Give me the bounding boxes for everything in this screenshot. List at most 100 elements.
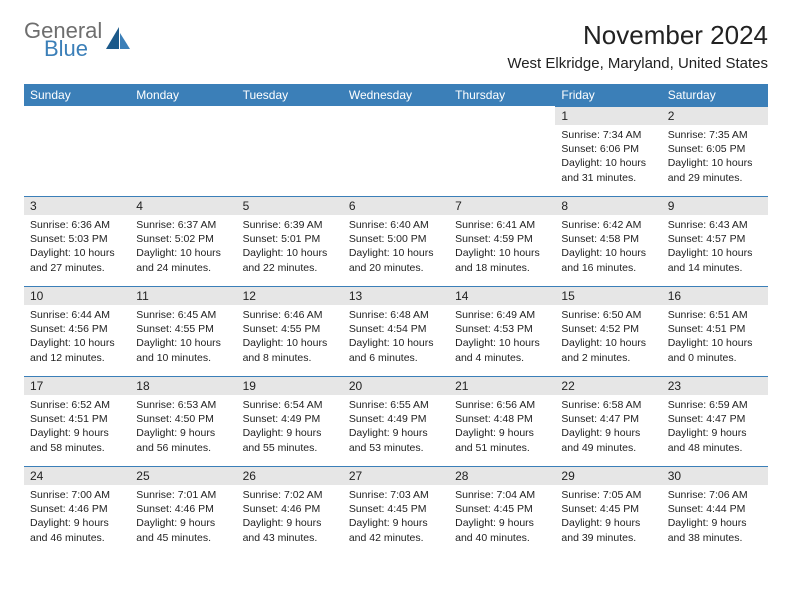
day-number: 27 xyxy=(343,466,449,485)
calendar-day-cell: 6Sunrise: 6:40 AMSunset: 5:00 PMDaylight… xyxy=(343,196,449,286)
calendar-head: SundayMondayTuesdayWednesdayThursdayFrid… xyxy=(24,84,768,106)
daylight-line: Daylight: 10 hours and 29 minutes. xyxy=(668,156,762,184)
sunrise-line: Sunrise: 6:49 AM xyxy=(455,308,549,322)
day-number: 26 xyxy=(237,466,343,485)
sunset-line: Sunset: 4:55 PM xyxy=(136,322,230,336)
sunrise-line: Sunrise: 7:03 AM xyxy=(349,488,443,502)
day-number: 2 xyxy=(662,106,768,125)
day-number: 3 xyxy=(24,196,130,215)
daylight-line: Daylight: 10 hours and 2 minutes. xyxy=(561,336,655,364)
daylight-line: Daylight: 9 hours and 53 minutes. xyxy=(349,426,443,454)
daylight-line: Daylight: 9 hours and 38 minutes. xyxy=(668,516,762,544)
calendar-day-cell: 13Sunrise: 6:48 AMSunset: 4:54 PMDayligh… xyxy=(343,286,449,376)
calendar-day-cell: 10Sunrise: 6:44 AMSunset: 4:56 PMDayligh… xyxy=(24,286,130,376)
calendar-day-cell: 24Sunrise: 7:00 AMSunset: 4:46 PMDayligh… xyxy=(24,466,130,556)
day-details: Sunrise: 6:45 AMSunset: 4:55 PMDaylight:… xyxy=(130,305,236,371)
daylight-line: Daylight: 9 hours and 39 minutes. xyxy=(561,516,655,544)
sunset-line: Sunset: 4:52 PM xyxy=(561,322,655,336)
sunset-line: Sunset: 4:44 PM xyxy=(668,502,762,516)
calendar-day-cell: 14Sunrise: 6:49 AMSunset: 4:53 PMDayligh… xyxy=(449,286,555,376)
day-number: 22 xyxy=(555,376,661,395)
day-number: 15 xyxy=(555,286,661,305)
sunrise-line: Sunrise: 6:53 AM xyxy=(136,398,230,412)
day-number: 23 xyxy=(662,376,768,395)
calendar-day-cell: 12Sunrise: 6:46 AMSunset: 4:55 PMDayligh… xyxy=(237,286,343,376)
calendar-day-cell: 2Sunrise: 7:35 AMSunset: 6:05 PMDaylight… xyxy=(662,106,768,196)
sunrise-line: Sunrise: 6:37 AM xyxy=(136,218,230,232)
day-details: Sunrise: 7:03 AMSunset: 4:45 PMDaylight:… xyxy=(343,485,449,551)
day-details: Sunrise: 6:55 AMSunset: 4:49 PMDaylight:… xyxy=(343,395,449,461)
sunset-line: Sunset: 4:47 PM xyxy=(668,412,762,426)
calendar-day-cell: 4Sunrise: 6:37 AMSunset: 5:02 PMDaylight… xyxy=(130,196,236,286)
sunrise-line: Sunrise: 7:04 AM xyxy=(455,488,549,502)
weekday-header: Friday xyxy=(555,84,661,106)
calendar-week-row: 10Sunrise: 6:44 AMSunset: 4:56 PMDayligh… xyxy=(24,286,768,376)
sunrise-line: Sunrise: 6:51 AM xyxy=(668,308,762,322)
month-title: November 2024 xyxy=(507,20,768,51)
day-number: 1 xyxy=(555,106,661,125)
day-details: Sunrise: 6:44 AMSunset: 4:56 PMDaylight:… xyxy=(24,305,130,371)
sunset-line: Sunset: 4:57 PM xyxy=(668,232,762,246)
daylight-line: Daylight: 9 hours and 51 minutes. xyxy=(455,426,549,454)
calendar-week-row: 17Sunrise: 6:52 AMSunset: 4:51 PMDayligh… xyxy=(24,376,768,466)
day-number: 25 xyxy=(130,466,236,485)
daylight-line: Daylight: 10 hours and 4 minutes. xyxy=(455,336,549,364)
daylight-line: Daylight: 9 hours and 43 minutes. xyxy=(243,516,337,544)
weekday-header: Tuesday xyxy=(237,84,343,106)
calendar-day-cell: 3Sunrise: 6:36 AMSunset: 5:03 PMDaylight… xyxy=(24,196,130,286)
day-details: Sunrise: 6:41 AMSunset: 4:59 PMDaylight:… xyxy=(449,215,555,281)
sunset-line: Sunset: 4:49 PM xyxy=(349,412,443,426)
sunset-line: Sunset: 5:02 PM xyxy=(136,232,230,246)
day-details: Sunrise: 6:40 AMSunset: 5:00 PMDaylight:… xyxy=(343,215,449,281)
daylight-line: Daylight: 10 hours and 12 minutes. xyxy=(30,336,124,364)
day-number: 16 xyxy=(662,286,768,305)
sunset-line: Sunset: 4:45 PM xyxy=(349,502,443,516)
day-details: Sunrise: 6:39 AMSunset: 5:01 PMDaylight:… xyxy=(237,215,343,281)
day-details: Sunrise: 6:49 AMSunset: 4:53 PMDaylight:… xyxy=(449,305,555,371)
calendar-table: SundayMondayTuesdayWednesdayThursdayFrid… xyxy=(24,84,768,556)
day-number: 9 xyxy=(662,196,768,215)
calendar-day-cell: 19Sunrise: 6:54 AMSunset: 4:49 PMDayligh… xyxy=(237,376,343,466)
calendar-day-cell: 0 xyxy=(130,106,236,196)
daylight-line: Daylight: 9 hours and 45 minutes. xyxy=(136,516,230,544)
weekday-header: Thursday xyxy=(449,84,555,106)
day-number: 13 xyxy=(343,286,449,305)
day-details: Sunrise: 7:01 AMSunset: 4:46 PMDaylight:… xyxy=(130,485,236,551)
sail-icon xyxy=(106,27,132,56)
calendar-day-cell: 26Sunrise: 7:02 AMSunset: 4:46 PMDayligh… xyxy=(237,466,343,556)
calendar-day-cell: 25Sunrise: 7:01 AMSunset: 4:46 PMDayligh… xyxy=(130,466,236,556)
calendar-day-cell: 8Sunrise: 6:42 AMSunset: 4:58 PMDaylight… xyxy=(555,196,661,286)
daylight-line: Daylight: 9 hours and 49 minutes. xyxy=(561,426,655,454)
daylight-line: Daylight: 10 hours and 8 minutes. xyxy=(243,336,337,364)
day-number: 7 xyxy=(449,196,555,215)
sunrise-line: Sunrise: 7:00 AM xyxy=(30,488,124,502)
day-details: Sunrise: 7:02 AMSunset: 4:46 PMDaylight:… xyxy=(237,485,343,551)
daylight-line: Daylight: 10 hours and 27 minutes. xyxy=(30,246,124,274)
sunset-line: Sunset: 4:59 PM xyxy=(455,232,549,246)
sunrise-line: Sunrise: 6:36 AM xyxy=(30,218,124,232)
sunrise-line: Sunrise: 6:48 AM xyxy=(349,308,443,322)
sunrise-line: Sunrise: 7:02 AM xyxy=(243,488,337,502)
day-number: 21 xyxy=(449,376,555,395)
sunset-line: Sunset: 4:46 PM xyxy=(30,502,124,516)
sunrise-line: Sunrise: 6:42 AM xyxy=(561,218,655,232)
sunrise-line: Sunrise: 6:55 AM xyxy=(349,398,443,412)
day-details: Sunrise: 6:36 AMSunset: 5:03 PMDaylight:… xyxy=(24,215,130,281)
calendar-day-cell: 0 xyxy=(449,106,555,196)
calendar-body: 000001Sunrise: 7:34 AMSunset: 6:06 PMDay… xyxy=(24,106,768,556)
daylight-line: Daylight: 10 hours and 16 minutes. xyxy=(561,246,655,274)
day-details: Sunrise: 6:43 AMSunset: 4:57 PMDaylight:… xyxy=(662,215,768,281)
sunrise-line: Sunrise: 6:40 AM xyxy=(349,218,443,232)
title-block: November 2024 West Elkridge, Maryland, U… xyxy=(507,20,768,72)
sunrise-line: Sunrise: 6:50 AM xyxy=(561,308,655,322)
sunset-line: Sunset: 4:46 PM xyxy=(243,502,337,516)
sunrise-line: Sunrise: 6:45 AM xyxy=(136,308,230,322)
calendar-week-row: 000001Sunrise: 7:34 AMSunset: 6:06 PMDay… xyxy=(24,106,768,196)
day-number: 30 xyxy=(662,466,768,485)
sunset-line: Sunset: 5:00 PM xyxy=(349,232,443,246)
sunset-line: Sunset: 4:51 PM xyxy=(668,322,762,336)
day-number: 17 xyxy=(24,376,130,395)
calendar-day-cell: 0 xyxy=(343,106,449,196)
sunset-line: Sunset: 4:48 PM xyxy=(455,412,549,426)
sunset-line: Sunset: 4:54 PM xyxy=(349,322,443,336)
